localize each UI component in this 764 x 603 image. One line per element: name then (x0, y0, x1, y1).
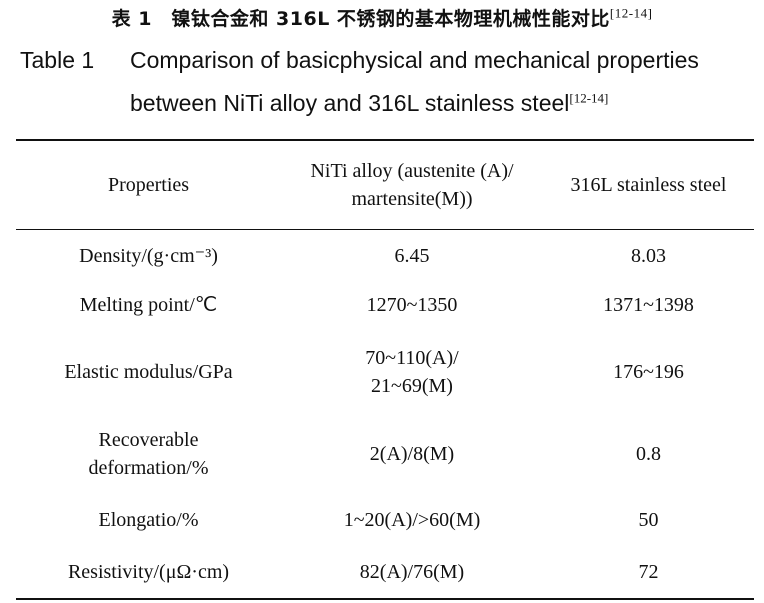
cell-niti: 82(A)/76(M) (359, 561, 465, 583)
cell-316l: 1371~1398 (603, 294, 694, 316)
cell-property: Recoverable deformation/% (88, 429, 209, 479)
cell-property: Melting point/℃ (79, 294, 218, 316)
table-row: Recoverable deformation/% 2(A)/8(M) 0.8 (16, 415, 754, 494)
cell-niti: 2(A)/8(M) (369, 443, 455, 465)
cell-316l: 0.8 (636, 443, 661, 465)
table-caption-en-line1: Table 1 Comparison of basicphysical and m… (20, 47, 699, 73)
cell-niti: 6.45 (394, 244, 430, 267)
table-header-row: Properties NiTi alloy (austenite (A)/ ma… (16, 140, 754, 230)
cell-316l: 8.03 (631, 244, 666, 267)
header-niti: NiTi alloy (austenite (A)/ martensite(M)… (310, 160, 514, 210)
table-row: Elongatio/% 1~20(A)/>60(M) 50 (16, 494, 754, 547)
header-properties: Properties (107, 174, 190, 196)
cell-niti: 70~110(A)/ 21~69(M) (365, 346, 459, 397)
table-row: Density/(g·cm⁻³) 6.45 8.03 (16, 230, 754, 282)
table-row: Resistivity/(μΩ·cm) 82(A)/76(M) 72 (16, 547, 754, 599)
table-caption-en-line2: between NiTi alloy and 316L stainless st… (130, 90, 609, 116)
cell-property: Resistivity/(μΩ·cm) (67, 561, 230, 583)
cell-316l: 50 (638, 509, 659, 531)
cell-316l: 176~196 (613, 360, 684, 383)
cell-niti: 1~20(A)/>60(M) (343, 509, 481, 531)
properties-table: Properties NiTi alloy (austenite (A)/ ma… (16, 139, 754, 600)
cell-property: Elongatio/% (98, 509, 199, 531)
cell-niti: 1270~1350 (366, 294, 458, 316)
table-row: Elastic modulus/GPa 70~110(A)/ 21~69(M) 17… (16, 329, 754, 415)
cell-property: Elastic modulus/GPa (64, 360, 233, 383)
table-caption-cn: 表 1 镍钛合金和 316L 不锈钢的基本物理机械性能对比[12-14] (111, 5, 653, 30)
header-316l: 316L stainless steel (570, 174, 727, 196)
cell-316l: 72 (638, 561, 659, 583)
cell-property: Density/(g·cm⁻³) (79, 244, 218, 267)
table-row: Melting point/℃ 1270~1350 1371~1398 (16, 282, 754, 329)
